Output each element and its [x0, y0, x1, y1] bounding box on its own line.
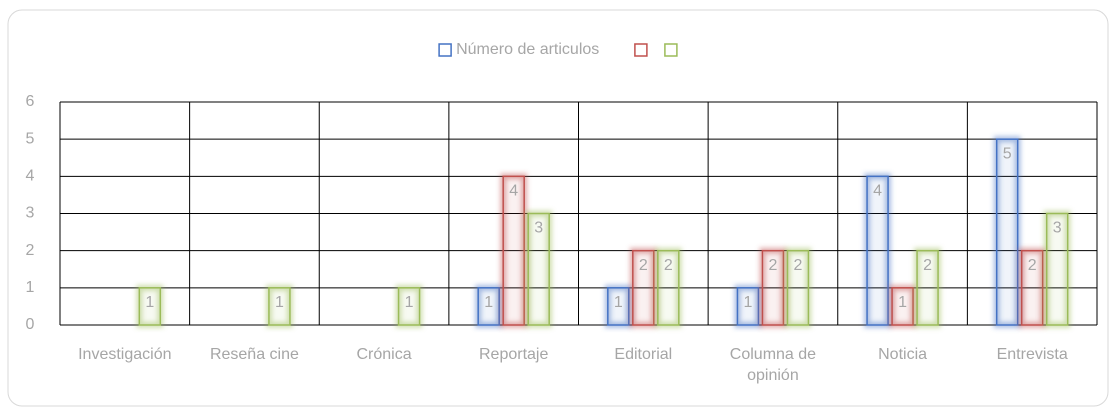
legend-swatch: [438, 43, 452, 57]
data-label: 2: [1028, 257, 1037, 274]
data-label: 1: [898, 294, 907, 311]
legend-swatch: [634, 43, 648, 57]
legend-swatch: [664, 43, 678, 57]
chart-border: [7, 9, 1109, 407]
data-label: 1: [614, 294, 623, 311]
y-tick-label: 3: [26, 205, 35, 222]
x-tick-label: Noticia: [878, 346, 928, 363]
data-label: 4: [873, 183, 882, 200]
y-tick-label: 2: [26, 242, 35, 259]
bar: [1045, 212, 1069, 326]
data-label: 1: [145, 294, 154, 311]
bar: [736, 287, 760, 326]
bar: [1020, 249, 1044, 326]
data-label: 4: [509, 183, 518, 200]
legend-label: Número de articulos: [456, 41, 599, 58]
x-tick-label: Crónica: [356, 346, 412, 363]
x-tick-label: Investigación: [78, 346, 172, 363]
x-tick-label: Entrevista: [996, 346, 1068, 363]
data-label: 2: [639, 257, 648, 274]
data-label: 3: [534, 220, 543, 237]
data-label: 2: [664, 257, 673, 274]
bar: [632, 249, 655, 326]
y-tick-label: 5: [26, 130, 35, 147]
bar: [891, 287, 914, 326]
bar: [607, 287, 630, 326]
y-tick-label: 0: [26, 316, 35, 333]
y-tick-label: 1: [26, 279, 35, 296]
bar: [866, 175, 889, 326]
data-label: 3: [1053, 220, 1062, 237]
data-label: 1: [484, 294, 493, 311]
bar: [138, 287, 162, 326]
y-tick-label: 6: [26, 93, 35, 110]
data-label: 1: [405, 294, 414, 311]
data-label: 1: [275, 294, 284, 311]
x-tick-label: Reportaje: [479, 346, 549, 363]
data-label: 1: [743, 294, 752, 311]
bar: [916, 249, 939, 326]
bar: [786, 249, 810, 326]
data-label: 5: [1003, 145, 1012, 162]
bar: [477, 287, 500, 326]
x-tick-label: Editorial: [614, 346, 673, 363]
bar: [761, 249, 785, 326]
x-tick-label: Reseña cine: [209, 346, 299, 363]
bar: [657, 249, 680, 326]
bar: [527, 212, 550, 326]
bar: [397, 287, 421, 326]
y-tick-label: 4: [26, 168, 35, 185]
data-label: 2: [768, 257, 777, 274]
data-label: 2: [923, 257, 932, 274]
bar: [995, 138, 1019, 326]
bar: [502, 175, 525, 326]
bar: [268, 287, 291, 326]
data-label: 2: [793, 257, 802, 274]
x-tick-label: Columna de opinión: [729, 346, 817, 384]
